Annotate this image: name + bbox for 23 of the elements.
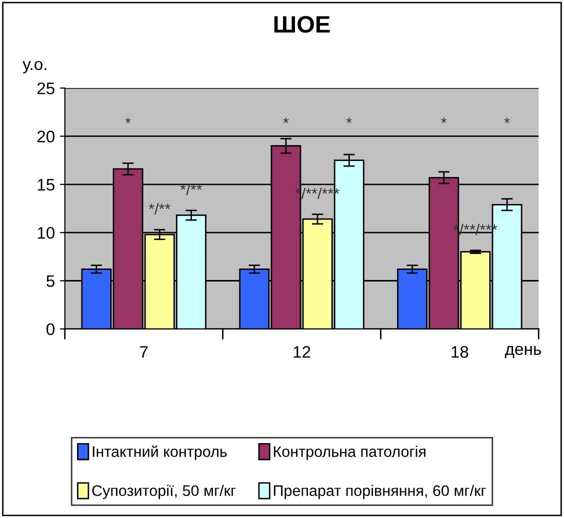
annotation: *: [504, 118, 510, 123]
y-tick-label: 0: [46, 323, 54, 336]
y-tick-label: 15: [38, 178, 54, 191]
y-axis-title: у.о.: [22, 60, 46, 74]
legend-label: Супозиторії, 50 мг/кг: [92, 484, 236, 500]
x-axis-title: день: [504, 346, 541, 358]
legend-label: Інтактний контроль: [92, 445, 227, 460]
x-tick-label: 18: [452, 346, 468, 358]
chart-title: ШОЕ: [274, 16, 330, 33]
annotation: *: [346, 118, 352, 123]
y-tick-label: 10: [38, 226, 54, 239]
y-tick-label: 25: [37, 82, 54, 94]
legend-label: Препарат порівняння, 60 мг/кг: [274, 484, 486, 500]
legend-label: Контрольна патологія: [274, 446, 426, 460]
annotation: */**: [180, 184, 202, 196]
x-tick-label: 7: [140, 346, 148, 358]
annotation: */**: [148, 203, 170, 214]
annotation: *: [125, 118, 131, 123]
x-tick-label: 12: [294, 346, 310, 358]
annotation: *: [441, 118, 447, 123]
y-tick-label: 5: [46, 275, 54, 287]
annotation: *: [283, 118, 289, 123]
y-tick-label: 20: [37, 130, 54, 142]
